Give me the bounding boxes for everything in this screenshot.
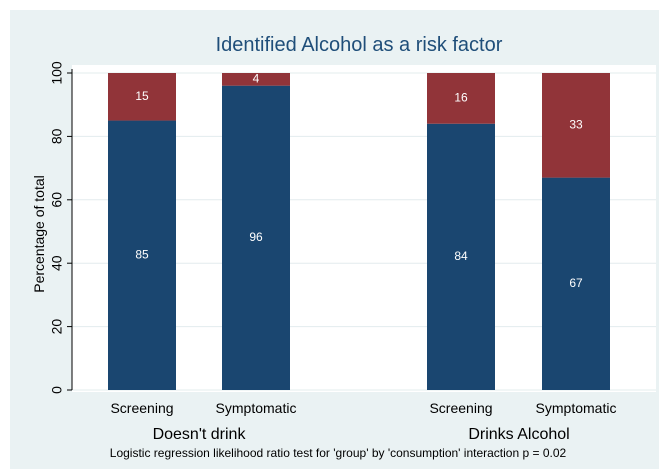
- y-axis-label: Percentage of total: [31, 175, 47, 293]
- x-category-label: Screening: [110, 400, 173, 416]
- chart-figure: Identified Alcohol as a risk factor 85 15…: [10, 10, 659, 469]
- test-note: Logistic regression likelihood ratio tes…: [110, 446, 567, 460]
- bar-value-label: 85: [135, 247, 149, 261]
- bar-value-label: 33: [569, 117, 583, 131]
- bar-value-label: 67: [569, 276, 583, 290]
- x-category-label: Symptomatic: [216, 400, 297, 416]
- chart-title: Identified Alcohol as a risk factor: [216, 34, 503, 56]
- x-axis-category-labels: Screening Symptomatic Screening Symptomatic: [110, 400, 616, 416]
- x-category-label: Screening: [429, 400, 492, 416]
- y-axis: 0 20 40 60 80 100: [49, 61, 72, 394]
- y-tick-label: 20: [49, 319, 65, 335]
- y-tick-label: 100: [49, 61, 65, 85]
- x-category-label: Symptomatic: [536, 400, 617, 416]
- y-tick-label: 0: [49, 386, 65, 394]
- bar-value-label: 15: [135, 89, 149, 103]
- y-tick-label: 40: [49, 255, 65, 271]
- bar-value-label: 4: [253, 72, 260, 86]
- stacked-bar-chart: Identified Alcohol as a risk factor 85 15…: [10, 10, 659, 469]
- x-group-label: Drinks Alcohol: [468, 426, 569, 443]
- bar-value-label: 16: [454, 91, 468, 105]
- y-tick-label: 60: [49, 192, 65, 208]
- bar-value-label: 84: [454, 249, 468, 263]
- x-group-label: Doesn't drink: [153, 426, 247, 443]
- x-axis-group-labels: Doesn't drink Drinks Alcohol: [153, 426, 570, 443]
- y-tick-label: 80: [49, 128, 65, 144]
- bar-value-label: 96: [249, 230, 263, 244]
